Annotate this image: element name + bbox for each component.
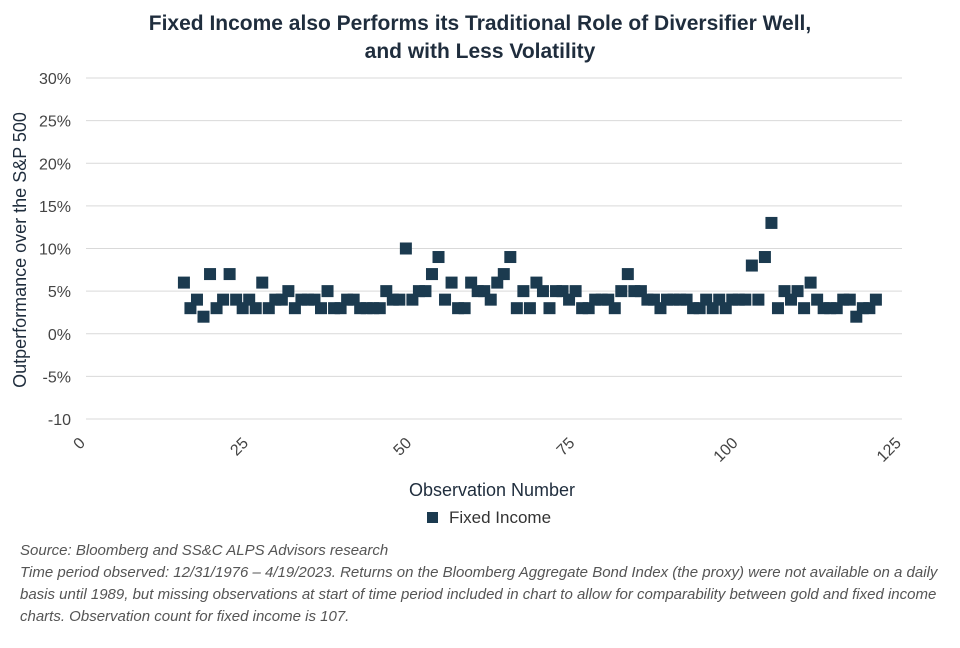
data-point [249,302,262,315]
x-tick-label: 25 [227,435,252,460]
y-tick-label: 5% [48,284,71,301]
data-point [798,302,811,315]
x-tick-label: 75 [554,435,579,460]
data-point [615,285,628,298]
data-point [393,293,406,306]
x-tick-label: 100 [711,435,742,466]
data-point [399,242,412,255]
data-point [425,268,438,281]
data-point [869,293,882,306]
data-point [315,302,328,315]
x-tick-label: 125 [874,435,905,466]
data-point [445,276,458,289]
y-tick-label: 25% [39,114,71,131]
source-line-2: Time period observed: 12/31/1976 – 4/19/… [20,564,938,625]
y-tick-label: 15% [39,199,71,216]
data-point [523,302,536,315]
y-tick-label: -10 [48,412,71,429]
data-point [223,268,236,281]
data-point [439,293,452,306]
data-point [458,302,471,315]
chart-title-line-2: and with Less Volatility [364,40,596,63]
y-tick-label: 20% [39,156,71,173]
y-tick-label: -5% [43,369,71,386]
data-point [432,251,445,264]
chart-title: Fixed Income also Performs its Tradition… [0,10,960,66]
legend: Fixed Income [427,508,551,527]
scatter-chart: -10-5%0%5%10%15%20%25%30% 0 25 50 75 100 125 … [10,71,905,527]
data-point [536,285,549,298]
data-point [217,293,230,306]
data-point [177,276,190,289]
data-points [177,216,882,323]
data-point [282,285,295,298]
data-point [197,310,210,323]
source-note: Source: Bloomberg and SS&C ALPS Advisors… [20,540,950,628]
data-point [745,259,758,272]
data-point [543,302,556,315]
y-axis-label: Outperformance over the S&P 500 [10,112,30,388]
data-point [739,293,752,306]
x-tick-label: 0 [71,435,89,453]
source-line-1: Source: Bloomberg and SS&C ALPS Advisors… [20,542,389,559]
legend-label: Fixed Income [449,508,551,527]
x-tick-labels: 0 25 50 75 100 125 [71,435,905,466]
data-point [190,293,203,306]
data-point [758,251,771,264]
x-tick-label: 50 [391,435,416,460]
data-point [204,268,217,281]
data-point [791,285,804,298]
x-axis-label: Observation Number [409,480,575,500]
data-point [517,285,530,298]
data-point [843,293,856,306]
data-point [510,302,523,315]
data-point [804,276,817,289]
y-tick-label: 10% [39,242,71,259]
gridlines [86,77,902,420]
data-point [321,285,334,298]
data-point [419,285,432,298]
data-point [373,302,386,315]
data-point [256,276,269,289]
y-tick-label: 30% [39,71,71,88]
y-tick-label: 0% [48,327,71,344]
chart-title-line-1: Fixed Income also Performs its Tradition… [148,12,812,35]
data-point [621,268,634,281]
y-tick-labels: -10 -5% 0% 5% 10% 15% 20% 25% 30% [39,71,71,429]
legend-marker [427,512,438,523]
data-point [752,293,765,306]
data-point [608,302,621,315]
data-point [771,302,784,315]
data-point [765,216,778,229]
data-point [497,268,510,281]
data-point [569,285,582,298]
data-point [504,251,517,264]
data-point [484,293,497,306]
